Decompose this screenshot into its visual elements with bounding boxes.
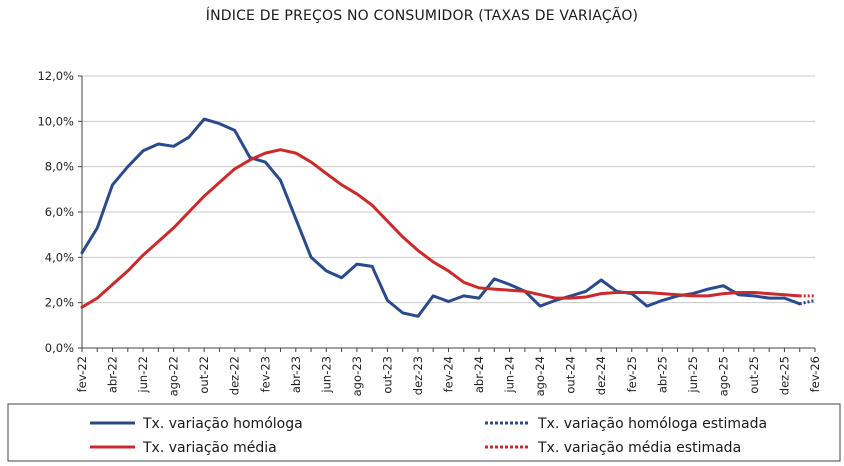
x-tick-label: dez-24 [594, 356, 608, 395]
y-tick-label: 8,0% [45, 160, 74, 174]
x-tick-label: jun-23 [319, 356, 333, 394]
x-tick-label: fev-22 [75, 356, 89, 392]
x-tick-label: jun-22 [136, 356, 150, 394]
x-tick-label: abr-22 [106, 356, 120, 393]
x-tick-label: fev-24 [442, 356, 456, 392]
legend-label: Tx. variação homóloga estimada [537, 416, 767, 432]
y-axis-ticks: 0,0% 2,0% 4,0% 6,0% 8,0% 10,0% 12,0% [37, 69, 82, 355]
x-tick-label: fev-23 [258, 356, 272, 392]
x-tick-label: ago-23 [350, 356, 364, 396]
x-tick-label: dez-23 [411, 356, 425, 395]
x-tick-label: abr-23 [289, 356, 303, 393]
x-tick-label: ago-24 [533, 356, 547, 396]
gridlines [82, 75, 815, 349]
x-tick-label: jun-24 [503, 356, 517, 394]
x-tick-label: abr-25 [655, 356, 669, 393]
x-axis-ticks: fev-22 abr-22 jun-22 ago-22 out-22 dez-22 fev-… [75, 348, 822, 396]
x-tick-label: ago-22 [167, 356, 181, 396]
legend: Tx. variação homóloga Tx. variação homólo… [7, 403, 841, 462]
legend-box [7, 403, 841, 462]
y-tick-label: 10,0% [37, 114, 74, 128]
legend-label: Tx. variação média [142, 440, 277, 456]
x-tick-label: out-24 [564, 356, 578, 394]
series-line [80, 117, 802, 318]
chart-title: ÍNDICE DE PREÇOS NO CONSUMIDOR (TAXAS DE… [205, 8, 639, 24]
x-tick-label: jun-25 [686, 356, 700, 394]
legend-label: Tx. variação média estimada [537, 440, 741, 456]
x-tick-label: fev-25 [625, 356, 639, 392]
x-tick-label: ago-25 [716, 356, 730, 396]
y-tick-label: 4,0% [45, 250, 74, 264]
series-line [799, 298, 816, 306]
x-tick-label: dez-25 [777, 356, 791, 395]
series-lines [80, 117, 816, 318]
y-tick-label: 6,0% [45, 205, 74, 219]
x-tick-label: out-23 [380, 356, 394, 394]
legend-label: Tx. variação homóloga [142, 416, 303, 432]
x-tick-label: out-22 [197, 356, 211, 394]
x-tick-label: fev-26 [808, 356, 822, 392]
x-tick-label: abr-24 [472, 356, 486, 393]
y-tick-label: 2,0% [45, 296, 74, 310]
y-tick-label: 0,0% [45, 341, 74, 355]
series-line [80, 148, 802, 309]
x-tick-label: dez-22 [228, 356, 242, 395]
x-tick-label: out-25 [747, 356, 761, 394]
y-tick-label: 12,0% [37, 69, 74, 83]
